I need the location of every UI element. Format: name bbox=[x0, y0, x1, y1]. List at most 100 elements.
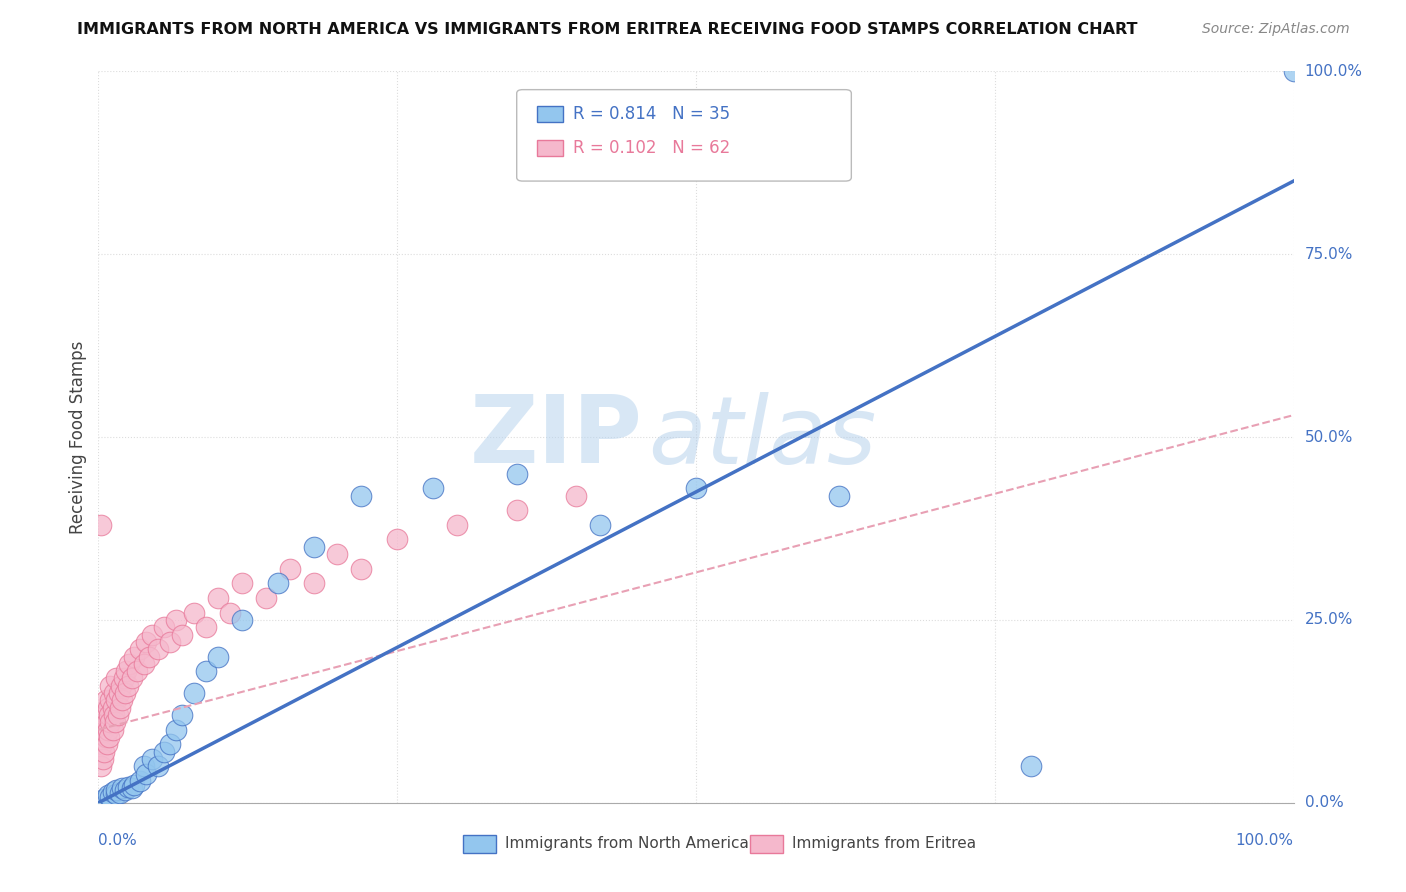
Bar bbox=[537, 140, 564, 156]
Point bbox=[254, 591, 277, 605]
Point bbox=[115, 664, 138, 678]
Point bbox=[107, 708, 129, 723]
Point bbox=[117, 780, 139, 794]
Point bbox=[94, 693, 117, 707]
Point bbox=[114, 686, 136, 700]
Point bbox=[172, 627, 194, 641]
Point bbox=[422, 481, 444, 495]
Point bbox=[195, 620, 218, 634]
Point bbox=[124, 649, 146, 664]
Point bbox=[446, 517, 468, 532]
Point bbox=[172, 708, 194, 723]
Point bbox=[91, 723, 114, 737]
Point bbox=[132, 759, 155, 773]
Point bbox=[98, 679, 122, 693]
Point bbox=[124, 778, 146, 792]
FancyBboxPatch shape bbox=[517, 90, 852, 181]
Point bbox=[1282, 64, 1305, 78]
Point bbox=[207, 649, 229, 664]
Text: Immigrants from North America: Immigrants from North America bbox=[505, 837, 748, 851]
Point bbox=[129, 642, 152, 657]
Point bbox=[207, 591, 229, 605]
Point bbox=[132, 657, 155, 671]
Bar bbox=[537, 106, 564, 122]
Point bbox=[183, 606, 205, 620]
Point bbox=[114, 782, 136, 797]
Text: 0.0%: 0.0% bbox=[98, 833, 138, 848]
Point bbox=[101, 785, 124, 799]
Text: Source: ZipAtlas.com: Source: ZipAtlas.com bbox=[1202, 22, 1350, 37]
Point bbox=[685, 481, 707, 495]
Text: atlas: atlas bbox=[648, 392, 876, 483]
Point bbox=[138, 649, 160, 664]
Point bbox=[219, 606, 242, 620]
Point bbox=[153, 745, 176, 759]
Point bbox=[121, 672, 143, 686]
Bar bbox=[749, 835, 783, 854]
Point bbox=[104, 715, 127, 730]
Point bbox=[148, 759, 170, 773]
Point bbox=[108, 786, 131, 800]
Point bbox=[326, 547, 349, 561]
Point bbox=[565, 489, 588, 503]
Text: IMMIGRANTS FROM NORTH AMERICA VS IMMIGRANTS FROM ERITREA RECEIVING FOOD STAMPS C: IMMIGRANTS FROM NORTH AMERICA VS IMMIGRA… bbox=[77, 22, 1137, 37]
Point bbox=[107, 686, 129, 700]
Point bbox=[121, 781, 143, 796]
Point bbox=[90, 517, 112, 532]
Point bbox=[101, 700, 124, 714]
Text: 75.0%: 75.0% bbox=[1305, 247, 1353, 261]
Point bbox=[135, 766, 157, 780]
Point bbox=[94, 730, 117, 744]
Point bbox=[165, 613, 187, 627]
Point bbox=[159, 737, 181, 751]
Point bbox=[93, 708, 115, 723]
Text: ZIP: ZIP bbox=[470, 391, 643, 483]
Point bbox=[98, 730, 121, 744]
Text: 0.0%: 0.0% bbox=[1305, 796, 1343, 810]
Text: 100.0%: 100.0% bbox=[1305, 64, 1362, 78]
Point bbox=[111, 693, 134, 707]
Point bbox=[195, 664, 218, 678]
Y-axis label: Receiving Food Stamps: Receiving Food Stamps bbox=[69, 341, 87, 533]
Text: 25.0%: 25.0% bbox=[1305, 613, 1353, 627]
Point bbox=[98, 708, 121, 723]
Point bbox=[267, 576, 290, 591]
Point bbox=[112, 672, 135, 686]
Point bbox=[159, 635, 181, 649]
Point bbox=[96, 737, 118, 751]
Text: 100.0%: 100.0% bbox=[1236, 833, 1294, 848]
Point bbox=[183, 686, 205, 700]
Point bbox=[101, 723, 124, 737]
Point bbox=[96, 715, 118, 730]
Point bbox=[97, 723, 120, 737]
Point bbox=[97, 700, 120, 714]
Point bbox=[111, 781, 134, 796]
Text: Immigrants from Eritrea: Immigrants from Eritrea bbox=[792, 837, 976, 851]
Point bbox=[91, 737, 114, 751]
Point bbox=[98, 715, 122, 730]
Text: R = 0.814   N = 35: R = 0.814 N = 35 bbox=[572, 104, 730, 123]
Point bbox=[350, 489, 373, 503]
Point bbox=[97, 789, 120, 803]
Point bbox=[125, 664, 148, 678]
Point bbox=[278, 562, 301, 576]
Point bbox=[135, 635, 157, 649]
Point bbox=[506, 467, 529, 481]
Point bbox=[90, 759, 112, 773]
Point bbox=[105, 782, 128, 797]
Point bbox=[93, 792, 115, 806]
Text: R = 0.102   N = 62: R = 0.102 N = 62 bbox=[572, 139, 730, 157]
Point bbox=[231, 576, 253, 591]
Point bbox=[110, 679, 132, 693]
Point bbox=[385, 533, 409, 547]
Point bbox=[506, 503, 529, 517]
Point bbox=[302, 576, 325, 591]
Text: 50.0%: 50.0% bbox=[1305, 430, 1353, 444]
Point bbox=[1019, 759, 1042, 773]
Point bbox=[105, 693, 128, 707]
Point bbox=[98, 693, 122, 707]
Point bbox=[141, 627, 163, 641]
Point bbox=[828, 489, 851, 503]
Point bbox=[91, 752, 114, 766]
Point bbox=[350, 562, 373, 576]
